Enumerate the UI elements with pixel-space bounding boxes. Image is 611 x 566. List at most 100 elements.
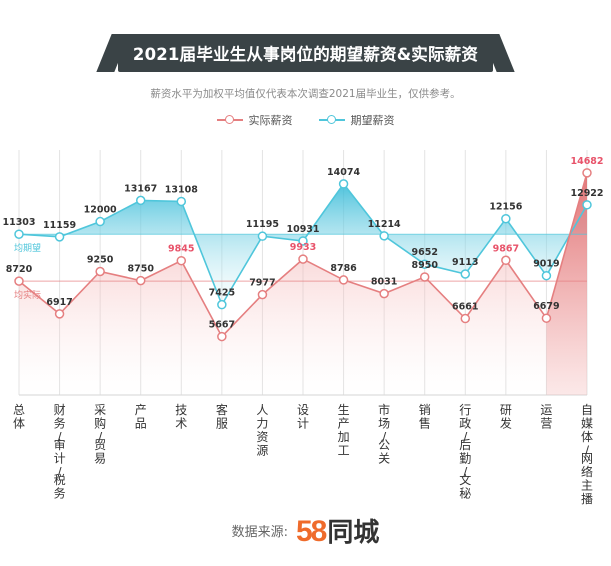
category-char: 易: [94, 452, 106, 466]
category-char: 产: [338, 417, 350, 431]
actual-point: [217, 331, 227, 342]
category-char: 市: [378, 402, 390, 417]
category-char: 播: [581, 492, 593, 506]
expected-point: [338, 179, 349, 189]
expected-point: [217, 299, 227, 310]
category-char: 服: [216, 417, 228, 431]
category-char: /: [58, 430, 63, 444]
category-char: 体: [581, 430, 593, 444]
category-char: 网: [581, 452, 593, 466]
actual-point: [419, 272, 430, 282]
category-char: 客: [216, 402, 228, 417]
actual-value-label: 9845: [168, 244, 194, 255]
category-char: 税: [54, 473, 66, 487]
actual-value-label: 9933: [290, 242, 316, 253]
actual-value-label: 6917: [46, 297, 72, 308]
actual-value-label: 7977: [249, 278, 275, 289]
expected-point: [95, 216, 105, 227]
category-label: 市场/公关: [378, 402, 390, 466]
category-label: 设计: [297, 403, 309, 431]
expected-point: [14, 229, 24, 239]
expected-point: [298, 236, 308, 246]
category-char: 务: [54, 416, 66, 431]
category-char: 运: [540, 403, 552, 417]
actual-point: [501, 255, 511, 266]
category-char: 贸: [94, 438, 106, 452]
actual-point: [54, 309, 65, 319]
category-char: 品: [135, 417, 147, 431]
expected-point: [379, 231, 389, 241]
expected-value-label: 9113: [452, 257, 478, 268]
category-label: 客服: [216, 402, 228, 431]
category-char: 计: [297, 417, 309, 431]
category-char: 公: [378, 438, 390, 452]
legend-swatch-expected: [318, 115, 345, 125]
actual-point: [460, 313, 471, 324]
actual-value-label: 8786: [330, 263, 357, 274]
actual-point: [135, 275, 146, 286]
actual-value-label: 8720: [6, 264, 33, 275]
expected-point: [54, 232, 65, 242]
actual-point: [257, 289, 268, 300]
expected-value-label: 12000: [84, 205, 117, 216]
expected-point: [419, 259, 430, 269]
category-char: 关: [378, 452, 390, 466]
category-char: 勤: [459, 452, 471, 466]
expected-point: [176, 196, 187, 207]
category-char: 生: [338, 403, 350, 417]
category-char: 技: [175, 403, 187, 417]
category-char: 采: [94, 403, 106, 417]
category-char: 场: [378, 417, 390, 431]
actual-point: [338, 275, 349, 285]
actual-area: [19, 172, 587, 395]
category-char: 产: [135, 403, 147, 417]
actual-value-label: 6679: [533, 301, 559, 312]
actual-point: [14, 276, 24, 286]
expected-value-label: 7425: [209, 288, 235, 299]
category-label: 行政/后勤/文秘: [459, 403, 471, 501]
expected-value-label: 11303: [2, 217, 35, 228]
expected-value-label: 9019: [533, 259, 559, 270]
actual-point: [541, 313, 552, 323]
category-char: 源: [256, 444, 268, 458]
category-label: 产品: [135, 403, 147, 431]
expected-value-label: 10931: [286, 224, 319, 235]
expected-value-label: 12922: [570, 188, 603, 199]
category-label: 研发: [500, 403, 512, 431]
actual-value-label: 8031: [371, 277, 397, 288]
category-char: 主: [581, 479, 593, 493]
category-char: 审: [54, 437, 66, 452]
category-char: 工: [338, 444, 350, 458]
category-char: 务: [54, 486, 66, 501]
title-banner: 2021届毕业生从事岗位的期望薪资&实际薪资: [96, 34, 515, 72]
chart-subtitle: 薪资水平为加权平均值仅代表本次调查2021届毕业生，仅供参考。: [150, 88, 461, 100]
expected-point: [460, 269, 471, 279]
category-char: 力: [256, 417, 268, 431]
chart-title: 2021届毕业生从事岗位的期望薪资&实际薪资: [132, 45, 479, 64]
title-bar: 2021届毕业生从事岗位的期望薪资&实际薪资: [118, 34, 493, 72]
category-char: 媒: [581, 417, 593, 431]
category-char: /: [58, 465, 63, 479]
category-char: 售: [419, 416, 431, 431]
expected-value-label: 9652: [411, 247, 437, 258]
legend-swatch-actual: [216, 115, 243, 125]
category-char: /: [585, 444, 590, 458]
category-char: 后: [459, 438, 471, 452]
category-char: 秘: [459, 487, 471, 501]
category-char: 络: [581, 464, 593, 479]
expected-point: [135, 195, 146, 206]
category-char: 术: [175, 417, 187, 431]
category-char: 总: [13, 403, 25, 417]
actual-point: [379, 288, 389, 299]
category-label: 财务/审计/税务: [54, 403, 66, 501]
category-char: 文: [459, 472, 471, 487]
58-logo: 58 同城: [296, 512, 379, 549]
category-char: 购: [94, 416, 106, 431]
category-char: 发: [500, 416, 512, 431]
legend: 实际薪资 期望薪资: [0, 112, 611, 128]
reference-label-expected: 均期望: [14, 242, 41, 254]
legend-label-actual: 实际薪资: [248, 114, 293, 127]
actual-value-label: 5667: [209, 320, 235, 331]
